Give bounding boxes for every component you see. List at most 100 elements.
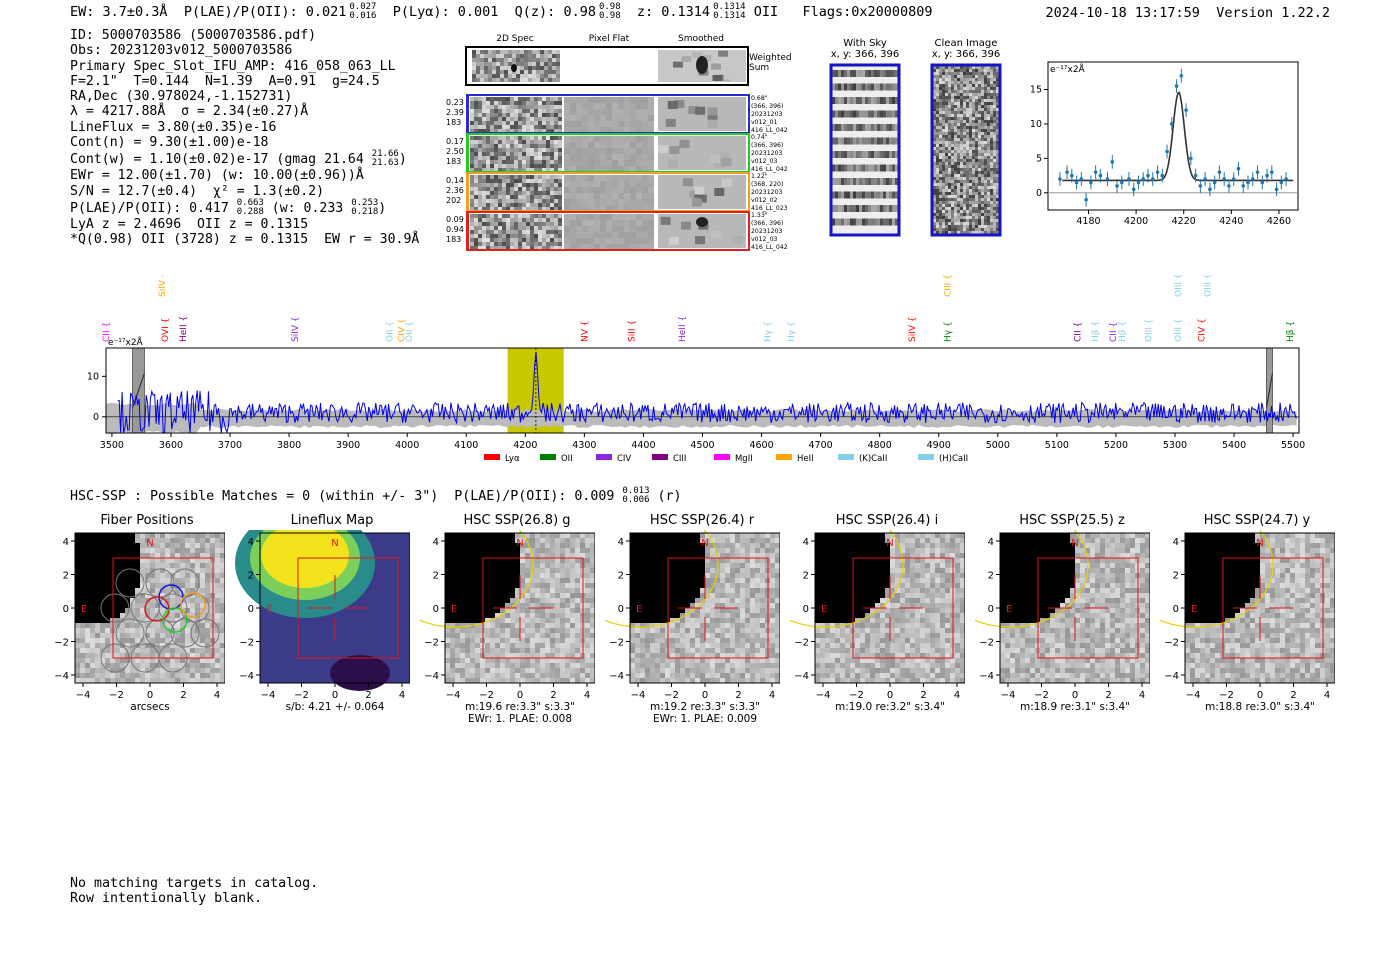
fit-point [1120,180,1124,185]
info-lya: LyA z = 2.4696 OII z = 0.1315 [70,216,309,232]
spec-line-marker-3: SiIV { [158,275,168,297]
thumb-ytick-label: 2 [248,571,254,582]
fit-unit-label: e⁻¹⁷x2Å [1050,63,1086,75]
fit-point [1160,173,1165,178]
fit-point [1084,197,1088,202]
thumb-xtick-label: 4 [584,690,590,701]
spec-legend-label-2: CIV [617,454,631,464]
fiber-circle [190,618,220,648]
thumb-xtick-label: 2 [920,690,926,701]
thumb-ytick-label: 0 [1173,604,1179,615]
spec-legend-swatch-5 [775,454,792,460]
thumb-ytick-label: 4 [1173,537,1179,548]
thumb-image-5: N E −4 −4 −2 −2 0 0 2 2 4 4 m:18.9 re:3.1" s:3.4" [975,530,1150,713]
row-meta-3-4: 416_LL_042 [751,244,788,251]
row-meta-3-2: 20231203 [751,228,783,235]
fit-ytick-label: 10 [1030,119,1042,130]
thumb-xtick-label: 4 [399,690,405,701]
thumb-caption-1: s/b: 4.21 +/- 0.064 [286,701,385,713]
thumb-xtick-label: −4 [631,690,646,701]
fit-point [1217,170,1222,174]
spec-line-marker-8: NV { [580,321,590,342]
fit-point [1250,177,1255,181]
spec-legend-swatch-2 [595,454,612,460]
spec-ytick-label: 0 [93,412,99,423]
spec-ytick-label: 10 [87,371,99,382]
thumb-xtick-label: 0 [147,690,153,701]
fit-point [1131,187,1136,192]
spec-legend-swatch-0 [483,454,500,460]
row-label-0-2: 183 [446,118,461,127]
thumb-xtick-label: 4 [1139,690,1145,701]
thumb-ytick-label: 0 [248,604,254,615]
thumb-ytick-label: −2 [979,638,994,649]
fit-point [1110,160,1115,164]
info-qline: *Q(0.98) OII (3728) z = 0.1315 EW r = 30… [70,232,420,248]
version: Version 1.22.2 [1216,5,1330,21]
thumb-xtick-label: 2 [365,690,371,701]
row-label-2-1: 2.36 [446,186,464,195]
plae-value: P(LAE)/P(OII): 0.021 [183,4,347,20]
fit-point [1274,187,1279,192]
z-value: z: 0.1314 [636,4,711,20]
row-meta-0-2: 20231203 [751,111,783,118]
row-meta-3-0: 1.33" [751,212,768,219]
spec-xtick-label: 5100 [1045,440,1069,451]
fit-point [1146,173,1150,178]
fit-point [1141,177,1146,181]
spec-line [117,352,1298,434]
spec-line-marker-25: Hβ { [1286,321,1296,342]
thumb-xtick-label: 4 [769,690,775,701]
spec-xtick-label: 4200 [513,440,537,451]
spec-legend-label-5: HeII [797,454,814,464]
spec-line-marker-15: CIII { [944,275,954,297]
fit-xtick-label: 4240 [1219,216,1243,227]
thumb-ytick-label: 2 [803,571,809,582]
row-meta-2-4: 416_LL_023 [751,205,788,212]
thumb-xtick-label: 0 [887,690,893,701]
thumb-ytick-label: 0 [618,604,624,615]
spec-unit-label: e⁻¹⁷x2Å [108,336,144,348]
thumb-xtick-label: −4 [1001,690,1016,701]
spec-line-marker-24: CIV { [1198,318,1208,342]
fit-point [1089,180,1093,185]
spec-xtick-label: 4400 [631,440,655,451]
thumb-ytick-label: 4 [63,537,69,548]
thumb-title-0: Fiber Positions [100,513,194,528]
row-meta-1-3: v012_03 [751,158,778,165]
spec-line-marker-12: Hγ { [787,321,797,342]
fit-point [1179,73,1184,78]
fit-point [1136,180,1141,185]
spec-line-marker-23: OIII { [1203,275,1213,297]
row-label-2-2: 202 [446,196,461,205]
spec-legend-label-7: (H)CaII [939,454,968,464]
spec-xtick-label: 4600 [749,440,773,451]
thumb-xtick-label: 4 [1324,690,1330,701]
fit-point [1155,170,1160,174]
fit-ytick-label: 5 [1036,153,1042,164]
fiber-circle [170,618,200,648]
clean-frame [930,63,1002,237]
fit-ytick-label: 15 [1030,85,1042,96]
spec-line-marker-7: OII { [405,321,415,342]
thumb-pixels [1000,533,1150,683]
col-smoothed: Smoothed [678,34,724,44]
north-label: N [886,538,893,549]
thumb-xtick-label: 0 [332,690,338,701]
thumb-title-5: HSC SSP(25.5) z [1019,513,1125,528]
row-2d-0 [470,97,562,133]
row-meta-1-2: 20231203 [751,150,783,157]
info-ewr: EWr = 12.00(±1.70) (w: 10.00(±0.96))Å [70,168,364,184]
spec-xtick-label: 3600 [159,440,183,451]
spec-xtick-label: 3700 [218,440,242,451]
spec-legend-label-3: CIII [673,454,686,464]
east-label: E [1191,604,1197,615]
thumb-pixels [1185,533,1335,683]
spec-xtick-label: 4900 [927,440,951,451]
fit-point [1198,184,1203,188]
thumb-ytick-label: 4 [988,537,994,548]
fit-point [1058,177,1062,181]
fit-point [1189,156,1193,161]
thumb-xtick-label: −2 [479,690,494,701]
spec-line-marker-10: HeII { [678,316,688,342]
